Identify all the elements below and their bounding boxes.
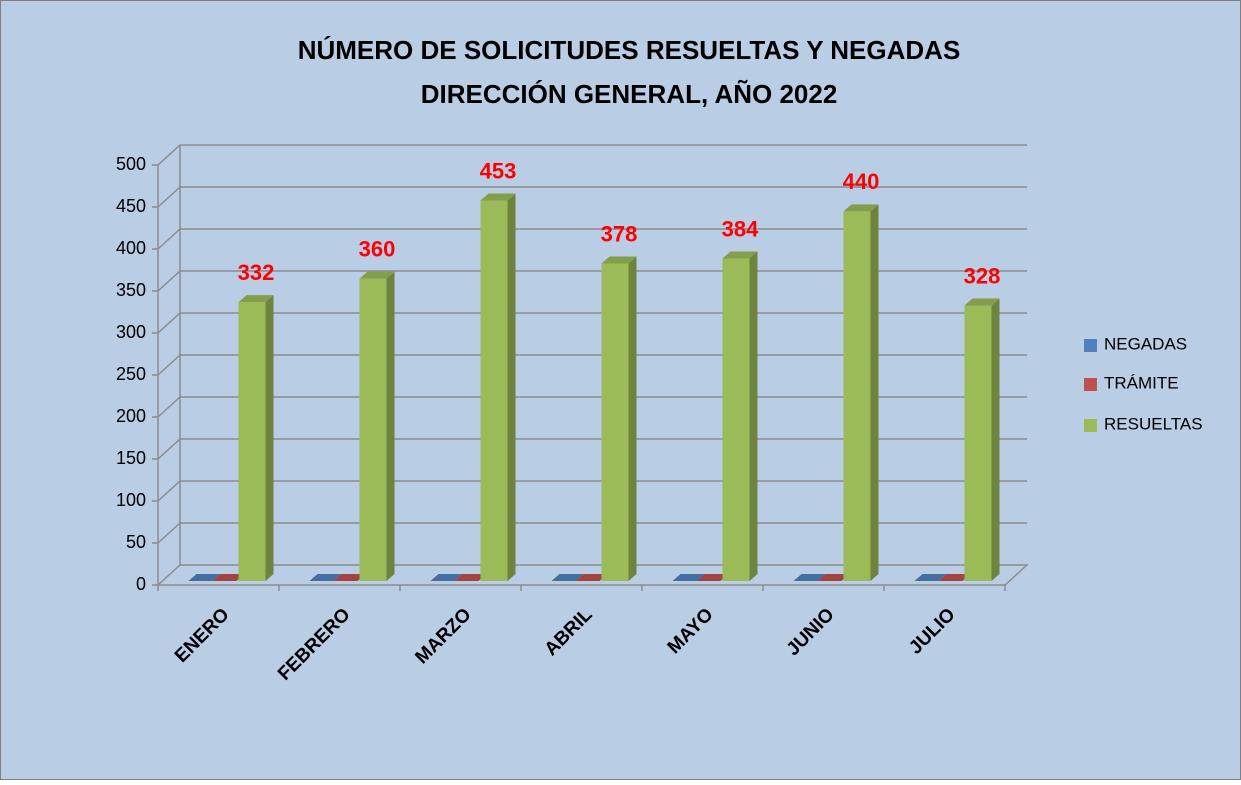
bar: [238, 302, 266, 581]
grid-line: [157, 228, 1027, 250]
bar-side: [749, 251, 758, 581]
y-tick-label: 500: [116, 154, 146, 174]
legend-swatch: [1084, 339, 1097, 352]
y-tick-label: 100: [116, 490, 146, 510]
bar-top: [188, 574, 221, 581]
y-tick-label: 50: [126, 532, 146, 552]
y-tick-label: 200: [116, 406, 146, 426]
bar-top: [964, 298, 1000, 306]
legend-swatch: [1084, 419, 1097, 432]
bar-side: [991, 298, 1000, 581]
bar-side: [265, 295, 274, 581]
bar-top: [914, 574, 947, 581]
data-label: 360: [359, 236, 396, 261]
bar-top: [575, 574, 608, 581]
y-tick-label: 300: [116, 322, 146, 342]
bar-top: [333, 574, 366, 581]
bar-top: [359, 271, 395, 279]
y-tick-label: 250: [116, 364, 146, 384]
bar-top: [551, 574, 584, 581]
bar-top: [238, 295, 274, 303]
data-label: 378: [601, 221, 638, 246]
y-tick-label: 450: [116, 196, 146, 216]
bar: [480, 200, 508, 582]
grid-line: [157, 144, 1027, 166]
y-tick-label: 150: [116, 448, 146, 468]
bar: [359, 278, 387, 581]
y-tick-label: 0: [136, 574, 146, 594]
bar-top: [454, 574, 487, 581]
bar-top: [480, 193, 516, 201]
legend-label: TRÁMITE: [1104, 373, 1179, 392]
floor: [156, 564, 1029, 586]
bar: [964, 305, 992, 581]
data-label: 453: [480, 158, 517, 183]
bar: [601, 263, 629, 581]
bar-top: [793, 574, 826, 581]
bar-side: [870, 204, 879, 581]
legend-label: RESUELTAS: [1104, 414, 1203, 433]
bar-top: [817, 574, 850, 581]
y-tick-label: 350: [116, 280, 146, 300]
bar-side: [507, 193, 516, 582]
bar-top: [672, 574, 705, 581]
bar: [843, 211, 871, 581]
bar-top: [843, 204, 879, 212]
data-label: 384: [722, 216, 759, 241]
data-label: 328: [964, 263, 1001, 288]
data-label: 440: [843, 169, 880, 194]
bar-top: [601, 256, 637, 264]
bar-top: [696, 574, 729, 581]
bar-top: [722, 251, 758, 259]
chart-title: DIRECCIÓN GENERAL, AÑO 2022: [421, 79, 838, 109]
bar: [722, 258, 750, 581]
bar-top: [309, 574, 342, 581]
bar-top: [212, 574, 245, 581]
y-tick-label: 400: [116, 238, 146, 258]
chart-title: NÚMERO DE SOLICITUDES RESUELTAS Y NEGADA…: [298, 35, 961, 65]
data-label: 332: [238, 260, 275, 285]
grid-line: [157, 186, 1027, 208]
legend-swatch: [1084, 378, 1097, 391]
bar-top: [938, 574, 971, 581]
bar-top: [430, 574, 463, 581]
bar-side: [628, 256, 637, 581]
bar-side: [386, 271, 395, 581]
legend-label: NEGADAS: [1104, 334, 1187, 353]
